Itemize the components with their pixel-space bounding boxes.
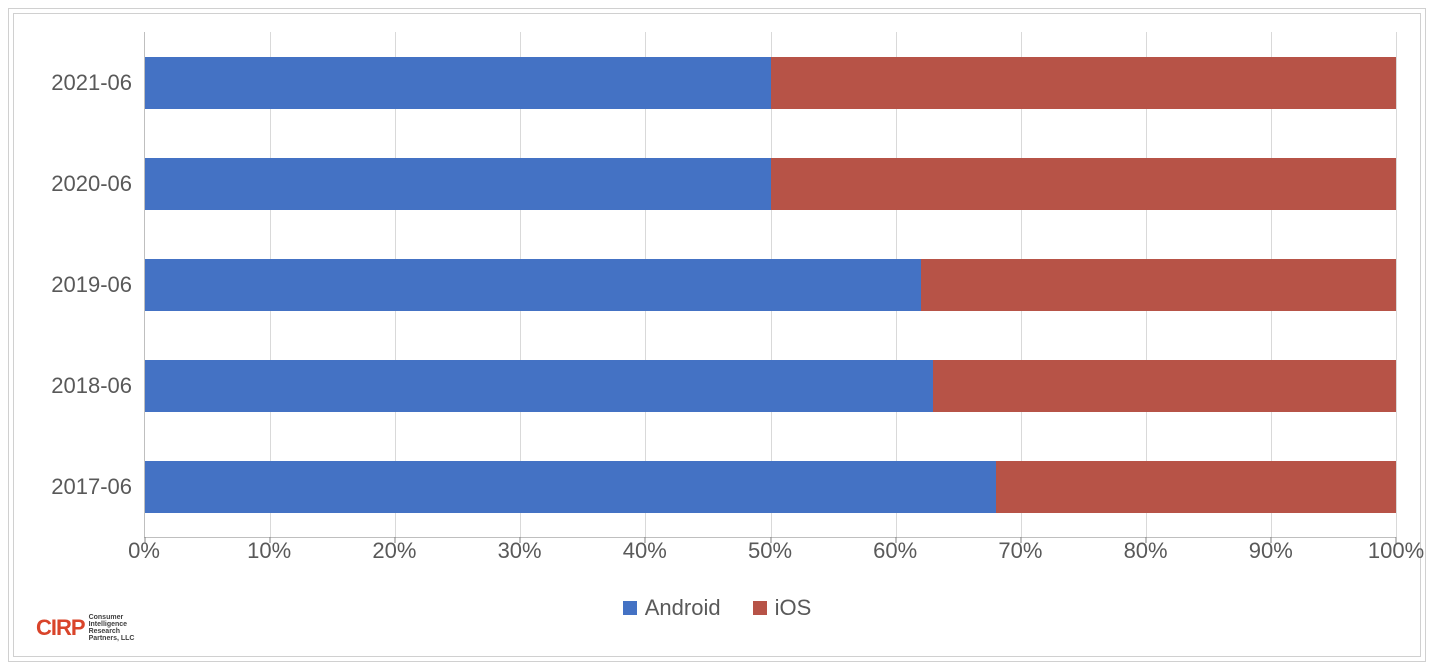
x-axis: 0%10%20%30%40%50%60%70%80%90%100% — [144, 538, 1396, 578]
x-axis-label: 50% — [748, 538, 792, 564]
legend-swatch — [623, 601, 637, 615]
x-axis-label: 20% — [372, 538, 416, 564]
bar-row — [145, 461, 1396, 513]
cirp-logo: CIRP ConsumerIntelligenceResearchPartner… — [36, 614, 134, 642]
bar-segment-android — [145, 158, 771, 210]
x-axis-label: 0% — [128, 538, 160, 564]
cirp-logo-mark: CIRP — [36, 615, 85, 641]
bar-row — [145, 158, 1396, 210]
bar-segment-android — [145, 461, 996, 513]
x-axis-label: 70% — [998, 538, 1042, 564]
cirp-logo-text: ConsumerIntelligenceResearchPartners, LL… — [89, 614, 135, 642]
bar-segment-ios — [933, 360, 1396, 412]
y-axis-label: 2017-06 — [51, 474, 132, 500]
x-axis-label: 60% — [873, 538, 917, 564]
x-axis-label: 10% — [247, 538, 291, 564]
bar-row — [145, 360, 1396, 412]
bar-segment-android — [145, 360, 933, 412]
x-axis-label: 30% — [498, 538, 542, 564]
cirp-logo-line: Research — [89, 628, 135, 635]
y-axis-label: 2018-06 — [51, 373, 132, 399]
bars-container — [145, 32, 1396, 537]
y-axis: 2021-06 2020-06 2019-06 2018-06 2017-06 — [34, 32, 144, 538]
cirp-logo-line: Partners, LLC — [89, 635, 135, 642]
legend-swatch — [753, 601, 767, 615]
legend-label: iOS — [775, 595, 812, 621]
y-axis-label: 2020-06 — [51, 171, 132, 197]
gridline — [1396, 32, 1397, 537]
x-axis-label: 40% — [623, 538, 667, 564]
x-tick-area: 0%10%20%30%40%50%60%70%80%90%100% — [144, 538, 1396, 578]
bar-row — [145, 259, 1396, 311]
bar-row — [145, 57, 1396, 109]
bar-segment-ios — [921, 259, 1396, 311]
x-axis-label: 80% — [1124, 538, 1168, 564]
y-axis-label: 2019-06 — [51, 272, 132, 298]
bar-segment-ios — [996, 461, 1396, 513]
cirp-logo-line: Intelligence — [89, 621, 135, 628]
x-axis-label: 90% — [1249, 538, 1293, 564]
plot-row: 2021-06 2020-06 2019-06 2018-06 2017-06 — [34, 32, 1396, 538]
bar-segment-android — [145, 57, 771, 109]
legend-item: iOS — [753, 595, 812, 621]
chart-inner-frame: 2021-06 2020-06 2019-06 2018-06 2017-06 0% 10… — [13, 13, 1421, 657]
cirp-logo-line: Consumer — [89, 614, 135, 621]
legend-label: Android — [645, 595, 721, 621]
chart-outer-frame: 2021-06 2020-06 2019-06 2018-06 2017-06 0% 10… — [8, 8, 1426, 662]
legend: Android iOS — [14, 590, 1420, 626]
bar-segment-android — [145, 259, 921, 311]
plot-area — [144, 32, 1396, 538]
bar-segment-ios — [771, 158, 1397, 210]
bar-segment-ios — [771, 57, 1397, 109]
x-axis-label: 100% — [1368, 538, 1424, 564]
legend-item: Android — [623, 595, 721, 621]
y-axis-label: 2021-06 — [51, 70, 132, 96]
